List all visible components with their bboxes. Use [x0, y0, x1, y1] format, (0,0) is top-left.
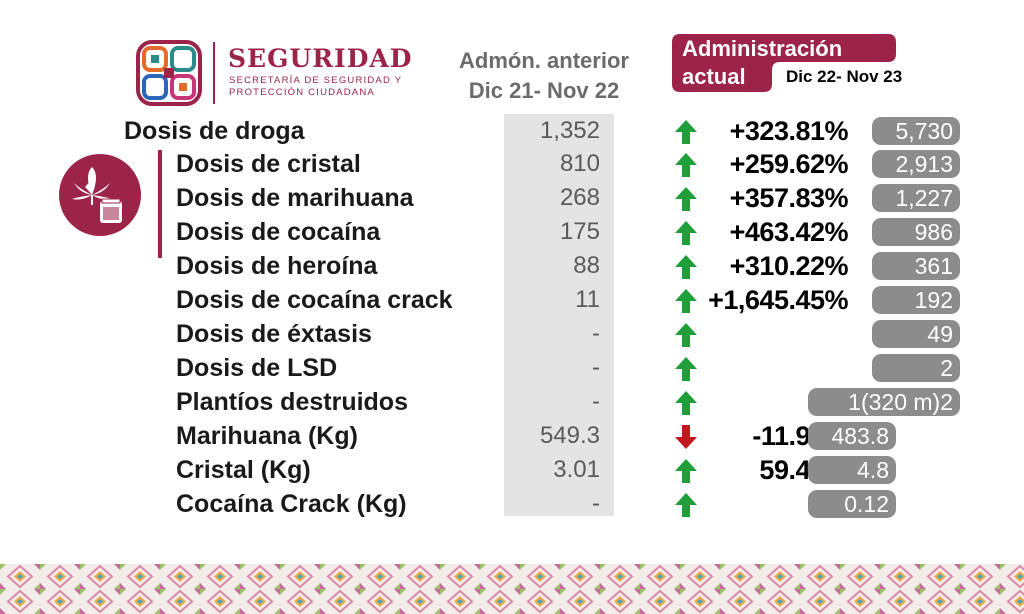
- table-row: Cocaína Crack (Kg) - 0.12: [0, 487, 1024, 521]
- row-current-value: 2,913: [872, 150, 960, 178]
- prev-admin-period: Dic 21- Nov 22: [468, 78, 620, 103]
- table-row: Dosis de heroína 88 +310.22% 361: [0, 249, 1024, 283]
- row-percent-change: +259.62%: [729, 149, 849, 179]
- row-prev-value: 268: [559, 184, 600, 211]
- row-label: Plantíos destruidos: [176, 388, 408, 416]
- table-row: Dosis de marihuana 268 +357.83% 1,227: [0, 181, 1024, 215]
- row-prev-value: -: [592, 320, 600, 347]
- table-row: Marihuana (Kg) 549.3 -11.92% 483.8: [0, 419, 1024, 453]
- row-current-value: 5,730: [872, 117, 960, 145]
- arrow-up-icon: [675, 459, 697, 483]
- logo-subtitle-line2: PROTECCIÓN CIUDADANA: [229, 87, 375, 98]
- row-current-value: 49: [872, 320, 960, 348]
- row-percent-change: +323.81%: [729, 116, 849, 146]
- logo-title: SEGURIDAD: [228, 44, 413, 73]
- curr-admin-line1: Administración: [682, 36, 843, 61]
- row-prev-value: 1,352: [539, 117, 600, 144]
- curr-admin-badge: Administración actual: [672, 34, 896, 92]
- row-label: Cristal (Kg): [176, 456, 311, 484]
- arrow-up-icon: [675, 391, 697, 415]
- logo-subtitle-line1: SECRETARÍA DE SEGURIDAD Y: [229, 75, 403, 86]
- arrow-up-icon: [675, 255, 697, 279]
- arrow-down-icon: [675, 425, 697, 449]
- row-label: Dosis de heroína: [176, 252, 378, 280]
- row-prev-value: 549.3: [539, 422, 600, 449]
- decorative-pattern-band: [0, 564, 1024, 614]
- row-percent-change: +1,645.45%: [708, 285, 848, 315]
- table-row: Dosis de cocaína 175 +463.42% 986: [0, 215, 1024, 249]
- curr-admin-line2: actual: [682, 64, 746, 89]
- arrow-up-icon: [675, 187, 697, 211]
- arrow-up-icon: [675, 357, 697, 381]
- row-label: Dosis de LSD: [176, 354, 338, 382]
- arrow-up-icon: [675, 120, 697, 144]
- table-row: Dosis de éxtasis - 49: [0, 317, 1024, 351]
- table-row: Dosis de droga 1,352 +323.81% 5,730: [0, 114, 1024, 148]
- arrow-up-icon: [675, 323, 697, 347]
- row-prev-value: 175: [559, 218, 600, 245]
- row-percent-change: +310.22%: [729, 251, 849, 281]
- table-row: Dosis de cocaína crack 11 +1,645.45% 192: [0, 283, 1024, 317]
- cannabis-leaf-icon: [59, 154, 141, 236]
- row-label: Dosis de cocaína crack: [176, 286, 453, 314]
- row-label: Dosis de droga: [124, 117, 305, 145]
- prev-admin-label: Admón. anterior: [459, 48, 629, 73]
- arrow-up-icon: [675, 289, 697, 313]
- row-prev-value: 3.01: [553, 456, 600, 483]
- arrow-up-icon: [675, 221, 697, 245]
- row-percent-change: +463.42%: [729, 217, 849, 247]
- row-prev-value: 11: [575, 286, 600, 313]
- curr-admin-period: Dic 22- Nov 23: [786, 67, 903, 86]
- row-current-value: 986: [872, 218, 960, 246]
- table-row: Dosis de cristal 810 +259.62% 2,913: [0, 147, 1024, 181]
- row-current-value: 4.8: [808, 456, 896, 484]
- row-label: Dosis de éxtasis: [176, 320, 372, 348]
- prev-admin-column: [504, 114, 614, 516]
- row-percent-change: +357.83%: [729, 183, 849, 213]
- row-prev-value: 88: [573, 252, 600, 279]
- row-prev-value: 810: [559, 150, 600, 177]
- prev-admin-header: Admón. anterior Dic 21- Nov 22: [444, 46, 644, 106]
- row-current-value: 192: [872, 286, 960, 314]
- logo-divider: [213, 42, 215, 104]
- row-current-value: 483.8: [808, 422, 896, 450]
- row-prev-value: -: [592, 388, 600, 415]
- row-label: Cocaína Crack (Kg): [176, 490, 407, 518]
- row-current-value: 1(320 m)2: [808, 388, 960, 416]
- row-prev-value: -: [592, 490, 600, 517]
- row-current-value: 2: [872, 354, 960, 382]
- row-current-value: 0.12: [808, 490, 896, 518]
- row-prev-value: -: [592, 354, 600, 381]
- row-label: Dosis de cocaína: [176, 218, 381, 246]
- table-row: Cristal (Kg) 3.01 59.46% 4.8: [0, 453, 1024, 487]
- table-row: Plantíos destruidos - 1(320 m)2: [0, 385, 1024, 419]
- badge-background: [672, 34, 896, 92]
- row-current-value: 1,227: [872, 184, 960, 212]
- row-current-value: 361: [872, 252, 960, 280]
- subgroup-bracket: [158, 150, 162, 258]
- table-row: Dosis de LSD - 2: [0, 351, 1024, 385]
- row-label: Dosis de cristal: [176, 150, 361, 178]
- seguridad-emblem-icon: [136, 40, 202, 106]
- row-label: Dosis de marihuana: [176, 184, 414, 212]
- row-label: Marihuana (Kg): [176, 422, 358, 450]
- arrow-up-icon: [675, 153, 697, 177]
- arrow-up-icon: [675, 493, 697, 517]
